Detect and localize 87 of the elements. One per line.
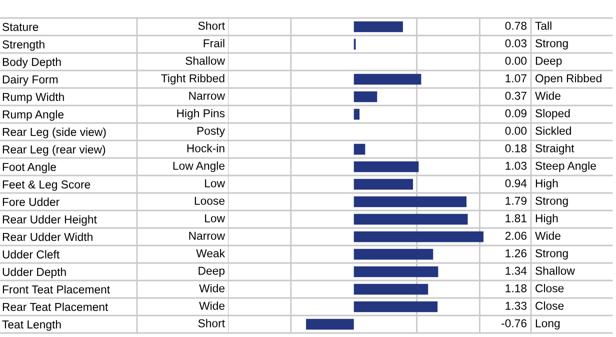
y-tick-label: Teat Length xyxy=(2,320,61,331)
y-tick-label: Rear Udder Height xyxy=(2,215,97,226)
bar xyxy=(354,214,468,225)
bar xyxy=(354,196,466,208)
bar xyxy=(354,91,378,102)
data-label: 1.26 xyxy=(506,249,526,258)
text: Low xyxy=(205,214,226,222)
y-tick-label: Rear Udder Width xyxy=(2,232,92,241)
data-label: 2.06 xyxy=(505,232,526,240)
data-label: 0.00 xyxy=(505,56,527,65)
bar xyxy=(354,301,438,312)
text: Strong xyxy=(536,39,568,50)
text: Deep xyxy=(536,56,562,68)
text: Tight Ribbed xyxy=(161,74,224,85)
data-label: 1.33 xyxy=(506,302,526,310)
y-tick-label: Strength xyxy=(2,40,44,51)
text: Wide xyxy=(535,231,560,240)
data-label: 1.18 xyxy=(506,284,527,292)
text: Frail xyxy=(204,38,224,48)
data-label: 0.00 xyxy=(505,126,527,135)
text: Loose xyxy=(194,196,224,205)
text: Strong xyxy=(536,196,568,208)
bar xyxy=(354,74,422,85)
text: Weak xyxy=(196,248,226,258)
text: Low Angle xyxy=(173,161,224,172)
y-tick-label: Stature xyxy=(2,22,38,31)
data-label: 1.03 xyxy=(506,162,526,170)
text: Close xyxy=(536,301,564,310)
text: Tall xyxy=(535,21,552,30)
data-label: 0.09 xyxy=(505,109,526,118)
y-tick-label: Front Teat Placement xyxy=(2,285,110,294)
y-tick-label: Fore Udder xyxy=(2,198,60,206)
data-label: 0.18 xyxy=(505,144,527,152)
data-label: -0.76 xyxy=(502,319,526,328)
text: Sloped xyxy=(536,108,570,120)
y-tick-label: Rear Leg (rear view) xyxy=(2,145,106,156)
y-tick-label: Dairy Form xyxy=(2,75,58,86)
y-tick-label: Rear Teat Placement xyxy=(2,302,108,311)
text: Short xyxy=(198,21,225,30)
y-tick-label: Foot Angle xyxy=(2,162,56,174)
text: Steep Angle xyxy=(536,161,596,172)
text: Deep xyxy=(198,266,225,278)
text: Low xyxy=(205,179,226,188)
text: Shallow xyxy=(186,56,226,65)
y-tick-label: Body Depth xyxy=(2,58,61,68)
data-label: 1.07 xyxy=(506,74,526,82)
bar xyxy=(354,178,414,190)
text: Long xyxy=(536,319,560,330)
text: High Pins xyxy=(177,108,225,120)
y-tick-label: Rump Width xyxy=(2,92,64,104)
text: Close xyxy=(536,284,564,292)
text: Short xyxy=(198,318,225,328)
y-tick-label: Udder Depth xyxy=(2,268,66,278)
data-label: 0.94 xyxy=(505,179,527,188)
bar xyxy=(354,284,428,295)
data-label: 0.37 xyxy=(505,92,526,100)
data-label: 1.79 xyxy=(506,196,526,205)
text: Posty xyxy=(197,126,225,138)
text: Narrow xyxy=(189,232,226,240)
text: Hock-in xyxy=(187,144,224,152)
bar xyxy=(354,21,403,32)
text: Narrow xyxy=(189,92,226,100)
bar xyxy=(354,231,484,242)
bar xyxy=(354,108,360,120)
data-label: 1.81 xyxy=(506,214,526,222)
bar xyxy=(354,144,366,155)
y-tick-label: Feet & Leg Score xyxy=(2,180,90,191)
data-label: 0.03 xyxy=(505,39,526,48)
y-tick-label: Rear Leg (side view) xyxy=(2,128,106,138)
data-label: 0.78 xyxy=(505,22,527,30)
y-tick-label: Udder Cleft xyxy=(2,250,60,258)
text: Wide xyxy=(199,301,224,310)
text: High xyxy=(536,214,558,225)
bar xyxy=(354,161,419,172)
bar xyxy=(354,248,434,260)
bar xyxy=(306,318,354,330)
text: High xyxy=(536,178,558,190)
text: Strong xyxy=(536,249,568,260)
bar xyxy=(354,266,438,278)
text: Straight xyxy=(536,144,574,155)
text: Wide xyxy=(535,91,560,100)
data-label: 1.34 xyxy=(506,266,527,275)
text: Open Ribbed xyxy=(536,74,602,85)
text: Sickled xyxy=(536,126,571,135)
y-tick-label: Rump Angle xyxy=(2,110,64,121)
text: Shallow xyxy=(536,266,575,275)
text: Wide xyxy=(199,284,224,292)
